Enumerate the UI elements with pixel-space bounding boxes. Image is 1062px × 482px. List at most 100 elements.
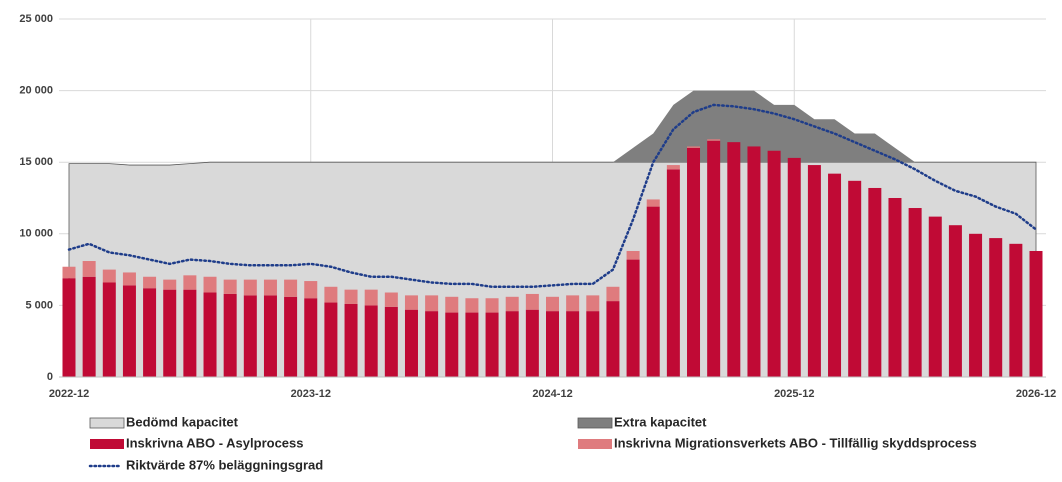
bar: [122, 285, 136, 377]
bar: [646, 199, 660, 207]
bar: [727, 142, 741, 377]
bar: [505, 296, 519, 312]
bar: [304, 298, 318, 377]
legend-swatch: [578, 439, 612, 449]
bar: [364, 305, 378, 377]
y-tick-label: 5 000: [25, 299, 53, 311]
bar: [223, 279, 237, 294]
bar: [143, 276, 157, 289]
bar: [485, 312, 499, 377]
bar: [807, 165, 821, 377]
bar: [425, 311, 439, 377]
bar: [666, 169, 680, 377]
bar: [445, 296, 459, 313]
bar: [787, 157, 801, 377]
legend-swatch: [577, 417, 613, 429]
bar: [223, 293, 237, 377]
bar: [304, 281, 318, 299]
y-tick-label: 15 000: [19, 156, 53, 168]
y-tick-label: 25 000: [19, 13, 53, 25]
legend-label: Riktvärde 87% beläggningsgrad: [126, 457, 323, 472]
bar: [465, 312, 479, 377]
bar: [828, 173, 842, 377]
bar: [344, 289, 358, 304]
bar: [183, 275, 197, 290]
bar: [707, 140, 721, 377]
bar: [1009, 243, 1023, 377]
bar: [546, 311, 559, 377]
bar: [203, 276, 217, 293]
bar: [243, 295, 257, 377]
bar: [243, 279, 257, 296]
bar: [525, 293, 539, 310]
y-tick-label: 0: [47, 371, 53, 383]
bar: [767, 150, 781, 377]
legend-label: Bedömd kapacitet: [126, 414, 239, 429]
bar: [143, 288, 157, 377]
bar: [868, 187, 882, 377]
bar: [948, 225, 962, 377]
bar: [284, 296, 298, 377]
bar: [687, 146, 701, 148]
bar: [384, 306, 398, 377]
x-tick-label: 2024-12: [532, 388, 572, 400]
x-tick-label: 2026-12: [1016, 388, 1056, 400]
bar: [747, 146, 761, 377]
bar: [62, 266, 76, 279]
line: [67, 103, 1038, 289]
bar: [546, 296, 559, 312]
bar: [102, 269, 116, 283]
bar: [666, 165, 680, 170]
bar: [122, 272, 136, 286]
bar: [82, 261, 96, 277]
bar: [566, 311, 580, 377]
bar: [626, 259, 640, 377]
bar: [163, 289, 177, 377]
bar: [888, 198, 902, 377]
bar: [364, 289, 378, 306]
x-tick-label: 2023-12: [291, 388, 331, 400]
bar: [404, 295, 418, 310]
bar: [183, 289, 197, 377]
bar: [989, 238, 1003, 377]
bar: [404, 309, 418, 377]
bar: [928, 216, 942, 377]
bar: [586, 295, 600, 312]
area: [69, 90, 1036, 166]
legend-label: Extra kapacitet: [614, 414, 707, 429]
bar: [263, 279, 277, 296]
bar: [586, 311, 600, 377]
bar: [82, 276, 96, 377]
bar: [425, 295, 439, 312]
legend-swatch: [89, 417, 125, 429]
bar: [485, 298, 499, 313]
bar: [646, 206, 660, 377]
bar: [908, 208, 922, 377]
legend-label: Inskrivna Migrationsverkets ABO - Tillfä…: [614, 435, 977, 450]
bar: [687, 147, 701, 377]
bar: [62, 278, 76, 377]
bar: [606, 286, 620, 302]
bar: [505, 311, 519, 377]
y-tick-label: 20 000: [19, 85, 53, 97]
bar: [102, 282, 116, 377]
bar: [969, 233, 983, 377]
legend-swatch: [90, 439, 124, 449]
x-tick-label: 2025-12: [774, 388, 814, 400]
bar: [566, 295, 580, 312]
bar: [626, 250, 640, 260]
bar: [324, 286, 338, 303]
bar: [525, 309, 539, 377]
bar: [203, 292, 217, 377]
x-tick-label: 2022-12: [49, 388, 89, 400]
bar: [465, 298, 479, 313]
bar: [163, 279, 177, 290]
bar: [344, 303, 358, 377]
bar: [445, 312, 459, 377]
bar: [324, 302, 338, 377]
bar: [1029, 250, 1043, 377]
y-tick-label: 10 000: [19, 228, 53, 240]
legend-label: Inskrivna ABO - Asylprocess: [126, 435, 304, 450]
bar: [606, 301, 620, 377]
